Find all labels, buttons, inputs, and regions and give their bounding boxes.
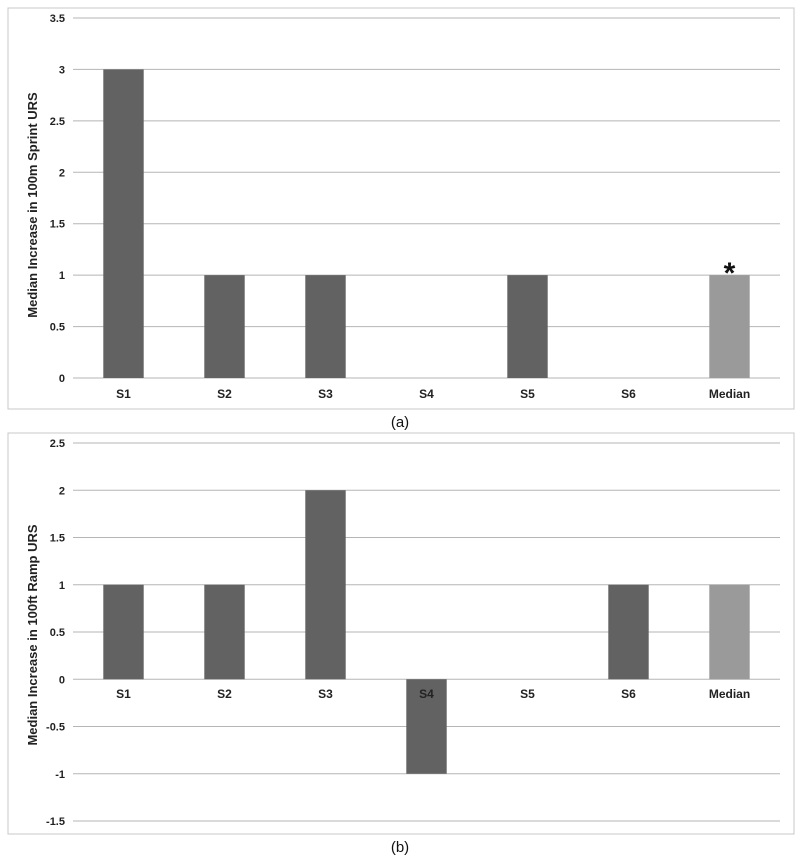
significance-marker: * bbox=[724, 257, 736, 290]
chart-b-gridlines bbox=[73, 442, 780, 822]
y-tick-label: 1 bbox=[59, 270, 65, 282]
y-tick-label: -1.5 bbox=[46, 816, 65, 828]
category-label: S5 bbox=[520, 687, 535, 701]
bar-s6 bbox=[608, 584, 649, 680]
y-tick-label: 0 bbox=[59, 674, 65, 686]
y-tick-label: -0.5 bbox=[46, 722, 65, 734]
bar-s1 bbox=[103, 69, 144, 378]
bar-median bbox=[709, 584, 750, 680]
chart-a-y-tick-labels: 0 0.5 1 1.5 2 2.5 3 3.5 bbox=[50, 13, 65, 385]
category-label: S5 bbox=[520, 387, 535, 401]
chart-a-annotations: * bbox=[724, 257, 736, 290]
category-label: S6 bbox=[621, 387, 636, 401]
chart-a-category-labels: S1 S2 S3 S4 S5 S6 Median bbox=[116, 387, 750, 401]
bar-median bbox=[709, 275, 750, 378]
y-tick-label: 2.5 bbox=[50, 116, 65, 128]
y-tick-label: 1 bbox=[59, 580, 65, 592]
y-tick-label: -1 bbox=[55, 769, 65, 781]
y-tick-label: 1.5 bbox=[50, 533, 65, 545]
y-tick-label: 3.5 bbox=[50, 13, 65, 25]
category-label: S3 bbox=[318, 687, 333, 701]
category-label: S1 bbox=[116, 387, 131, 401]
category-label: S4 bbox=[419, 387, 434, 401]
category-label: Median bbox=[709, 387, 750, 401]
chart-b-category-labels: S1 S2 S3 S4 S5 S6 Median bbox=[116, 687, 750, 701]
chart-b-y-tick-labels: -1.5 -1 -0.5 0 0.5 1 1.5 2 2.5 bbox=[46, 438, 65, 828]
bar-s2 bbox=[204, 584, 245, 680]
y-tick-label: 1.5 bbox=[50, 219, 65, 231]
y-tick-label: 2 bbox=[59, 485, 65, 497]
category-label: S2 bbox=[217, 687, 232, 701]
y-tick-label: 0.5 bbox=[50, 322, 65, 334]
bar-s3 bbox=[305, 275, 346, 378]
bar-s1 bbox=[103, 584, 144, 680]
category-label: S4 bbox=[419, 687, 434, 701]
bar-s2 bbox=[204, 275, 245, 378]
bar-s5 bbox=[507, 275, 548, 378]
chart-b-ylabel: Median Increase in 100ft Ramp URS bbox=[25, 524, 40, 745]
category-label: S3 bbox=[318, 387, 333, 401]
caption-a: (a) bbox=[391, 414, 409, 431]
y-tick-label: 3 bbox=[59, 64, 65, 76]
y-tick-label: 2 bbox=[59, 167, 65, 179]
bar-s4 bbox=[406, 679, 447, 774]
chart-a: Median Increase in 100m Sprint URS 0 0.5 1… bbox=[7, 7, 795, 410]
chart-a-bars bbox=[103, 69, 750, 378]
y-tick-label: 0.5 bbox=[50, 627, 65, 639]
y-tick-label: 0 bbox=[59, 373, 65, 385]
chart-a-gridlines bbox=[73, 17, 780, 379]
caption-b: (b) bbox=[391, 839, 409, 856]
category-label: S2 bbox=[217, 387, 232, 401]
chart-b: Median Increase in 100ft Ramp URS -1.5-1… bbox=[7, 432, 795, 835]
chart-b-bars bbox=[103, 490, 750, 774]
bar-s3 bbox=[305, 490, 346, 680]
category-label: S6 bbox=[621, 687, 636, 701]
category-label: Median bbox=[709, 687, 750, 701]
category-label: S1 bbox=[116, 687, 131, 701]
y-tick-label: 2.5 bbox=[50, 438, 65, 450]
chart-a-ylabel: Median Increase in 100m Sprint URS bbox=[25, 92, 40, 318]
